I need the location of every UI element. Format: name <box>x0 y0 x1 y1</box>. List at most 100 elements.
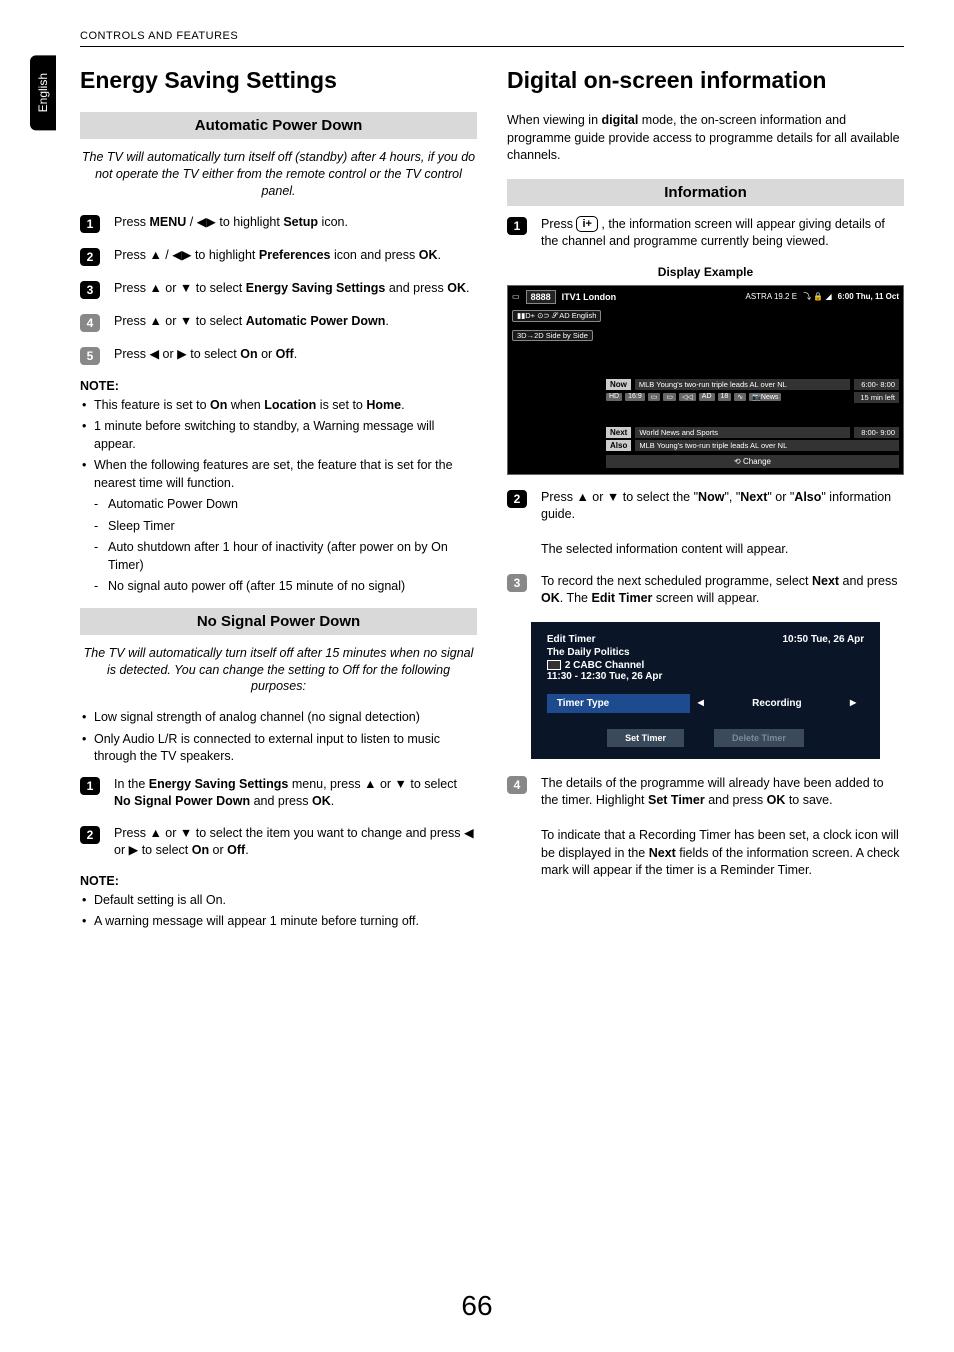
et-channel: 2 CABC Channel <box>547 660 864 671</box>
next-tag: Next <box>606 427 631 438</box>
step-num-icon: 1 <box>80 777 100 795</box>
osd-pills: ▮▮D+ ⊙⊃ 𝒮 AD English 3D→2D Side by Side <box>512 308 899 347</box>
info-step-2: 2 Press ▲ or ▼ to select the "Now", "Nex… <box>507 489 904 559</box>
step-num-icon: 2 <box>507 490 527 508</box>
step-text: Press ▲ or ▼ to select Energy Saving Set… <box>114 280 469 298</box>
step-text: Press MENU / ◀▶ to highlight Setup icon. <box>114 214 348 232</box>
language-tab: English <box>30 55 56 130</box>
list-item: A warning message will appear 1 minute b… <box>80 913 477 931</box>
step-num-icon: 3 <box>80 281 100 299</box>
et-title: Edit Timer <box>547 634 596 645</box>
list-item: Default setting is all On. <box>80 892 477 910</box>
step-num-icon: 3 <box>507 574 527 592</box>
info-step-4: 4 The details of the programme will alre… <box>507 775 904 880</box>
et-type-row: Timer Type Recording <box>547 694 864 713</box>
list-item: This feature is set to On when Location … <box>80 397 477 415</box>
et-header: Edit Timer 10:50 Tue, 26 Apr <box>547 634 864 645</box>
list-item: Only Audio L/R is connected to external … <box>80 731 477 766</box>
right-title: Digital on-screen information <box>507 67 904 94</box>
also-tag: Also <box>606 440 631 451</box>
osd-change-row: ⟲ Change <box>512 453 899 468</box>
step-num-icon: 1 <box>507 217 527 235</box>
channel-logo-icon <box>547 660 561 670</box>
step-num-icon: 2 <box>80 826 100 844</box>
page-content: CONTROLS AND FEATURES Energy Saving Sett… <box>0 0 954 965</box>
info-bar: Information <box>507 179 904 206</box>
apd-bar: Automatic Power Down <box>80 112 477 139</box>
step-text: The details of the programme will alread… <box>541 775 904 880</box>
step-num-icon: 5 <box>80 347 100 365</box>
et-time: 10:50 Tue, 26 Apr <box>782 634 864 645</box>
osd-top-row: ▭ 8888 ITV1 London ASTRA 19.2 E ⤵ 🔒 ◢ 6:… <box>512 290 899 304</box>
step-text: Press ▲ / ◀▶ to highlight Preferences ic… <box>114 247 441 265</box>
left-title: Energy Saving Settings <box>80 67 477 94</box>
nspd-intro: The TV will automatically turn itself of… <box>80 645 477 696</box>
prog-title: World News and Sports <box>635 427 850 438</box>
step-num-icon: 4 <box>507 776 527 794</box>
section-header: CONTROLS AND FEATURES <box>80 30 904 47</box>
step-text: Press ▲ or ▼ to select the "Now", "Next"… <box>541 489 904 559</box>
page-number: 66 <box>0 1290 954 1322</box>
list-item: Auto shutdown after 1 hour of inactivity… <box>94 539 477 574</box>
status-icons: ⤵ 🔒 ◢ <box>803 291 832 302</box>
step-text: In the Energy Saving Settings menu, pres… <box>114 776 477 811</box>
apd-dash-list: Automatic Power Down Sleep Timer Auto sh… <box>80 496 477 596</box>
apd-intro: The TV will automatically turn itself of… <box>80 149 477 200</box>
tv-icon: ▭ <box>512 292 520 301</box>
osd-row-now: Now MLB Young's two-run triple leads AL … <box>512 379 899 390</box>
channel-number: 8888 <box>526 290 556 304</box>
nspd-bar: No Signal Power Down <box>80 608 477 635</box>
info-step-1: 1 Press i+ , the information screen will… <box>507 216 904 251</box>
change-label: ⟲ Change <box>606 455 899 468</box>
osd-info-panel: ▭ 8888 ITV1 London ASTRA 19.2 E ⤵ 🔒 ◢ 6:… <box>507 285 904 475</box>
osd-row-also: Also MLB Young's two-run triple leads AL… <box>512 440 899 451</box>
apd-note-list: This feature is set to On when Location … <box>80 397 477 493</box>
timer-type-value: Recording <box>690 698 865 709</box>
apd-step-1: 1 Press MENU / ◀▶ to highlight Setup ico… <box>80 214 477 233</box>
step-text: Press ▲ or ▼ to select the item you want… <box>114 825 477 860</box>
nspd-note-list: Default setting is all On. A warning mes… <box>80 892 477 931</box>
two-column-layout: Energy Saving Settings Automatic Power D… <box>80 67 904 935</box>
satellite-label: ASTRA 19.2 E <box>745 292 797 301</box>
list-item: No signal auto power off (after 15 minut… <box>94 578 477 596</box>
osd-datetime: 6:00 Thu, 11 Oct <box>838 292 899 301</box>
step-text: Press ◀ or ▶ to select On or Off. <box>114 346 297 364</box>
apd-step-2: 2 Press ▲ / ◀▶ to highlight Preferences … <box>80 247 477 266</box>
3d-pill: 3D→2D Side by Side <box>512 330 593 341</box>
right-column: Digital on-screen information When viewi… <box>507 67 904 935</box>
nspd-step-2: 2 Press ▲ or ▼ to select the item you wa… <box>80 825 477 860</box>
step-text: To record the next scheduled programme, … <box>541 573 904 608</box>
badge: HD <box>606 393 622 401</box>
apd-step-3: 3 Press ▲ or ▼ to select Energy Saving S… <box>80 280 477 299</box>
now-tag: Now <box>606 379 631 390</box>
step-text: Press ▲ or ▼ to select Automatic Power D… <box>114 313 389 331</box>
et-buttons: Set Timer Delete Timer <box>547 729 864 747</box>
badge: 18 <box>718 393 732 401</box>
time-left: 15 min left <box>854 392 899 403</box>
prog-title: MLB Young's two-run triple leads AL over… <box>635 379 850 390</box>
prog-time: 8:00- 9:00 <box>854 427 899 438</box>
note-label: NOTE: <box>80 379 477 393</box>
info-step-3: 3 To record the next scheduled programme… <box>507 573 904 608</box>
channel-name: ITV1 London <box>562 292 617 302</box>
edit-timer-panel: Edit Timer 10:50 Tue, 26 Apr The Daily P… <box>531 622 880 759</box>
list-item: Sleep Timer <box>94 518 477 536</box>
apd-step-4: 4 Press ▲ or ▼ to select Automatic Power… <box>80 313 477 332</box>
badge: ▭ <box>648 393 661 401</box>
step-text: Press i+ , the information screen will a… <box>541 216 904 251</box>
list-item: Automatic Power Down <box>94 496 477 514</box>
badge: ∿ <box>734 393 746 401</box>
nspd-step-1: 1 In the Energy Saving Settings menu, pr… <box>80 776 477 811</box>
prog-title: MLB Young's two-run triple leads AL over… <box>635 440 899 451</box>
osd-row-next: Next World News and Sports 8:00- 9:00 <box>512 427 899 438</box>
right-intro: When viewing in digital mode, the on-scr… <box>507 112 904 165</box>
step-num-icon: 2 <box>80 248 100 266</box>
osd-row-badges: HD 16:9 ▭ ▭ ◁◁ AD 18 ∿ 📷News 15 min left <box>512 392 899 403</box>
badge: ▭ <box>663 393 676 401</box>
display-caption: Display Example <box>507 265 904 279</box>
delete-timer-button: Delete Timer <box>714 729 804 747</box>
apd-step-5: 5 Press ◀ or ▶ to select On or Off. <box>80 346 477 365</box>
badge: AD <box>699 393 715 401</box>
list-item: 1 minute before switching to standby, a … <box>80 418 477 453</box>
timer-type-label: Timer Type <box>547 694 690 713</box>
